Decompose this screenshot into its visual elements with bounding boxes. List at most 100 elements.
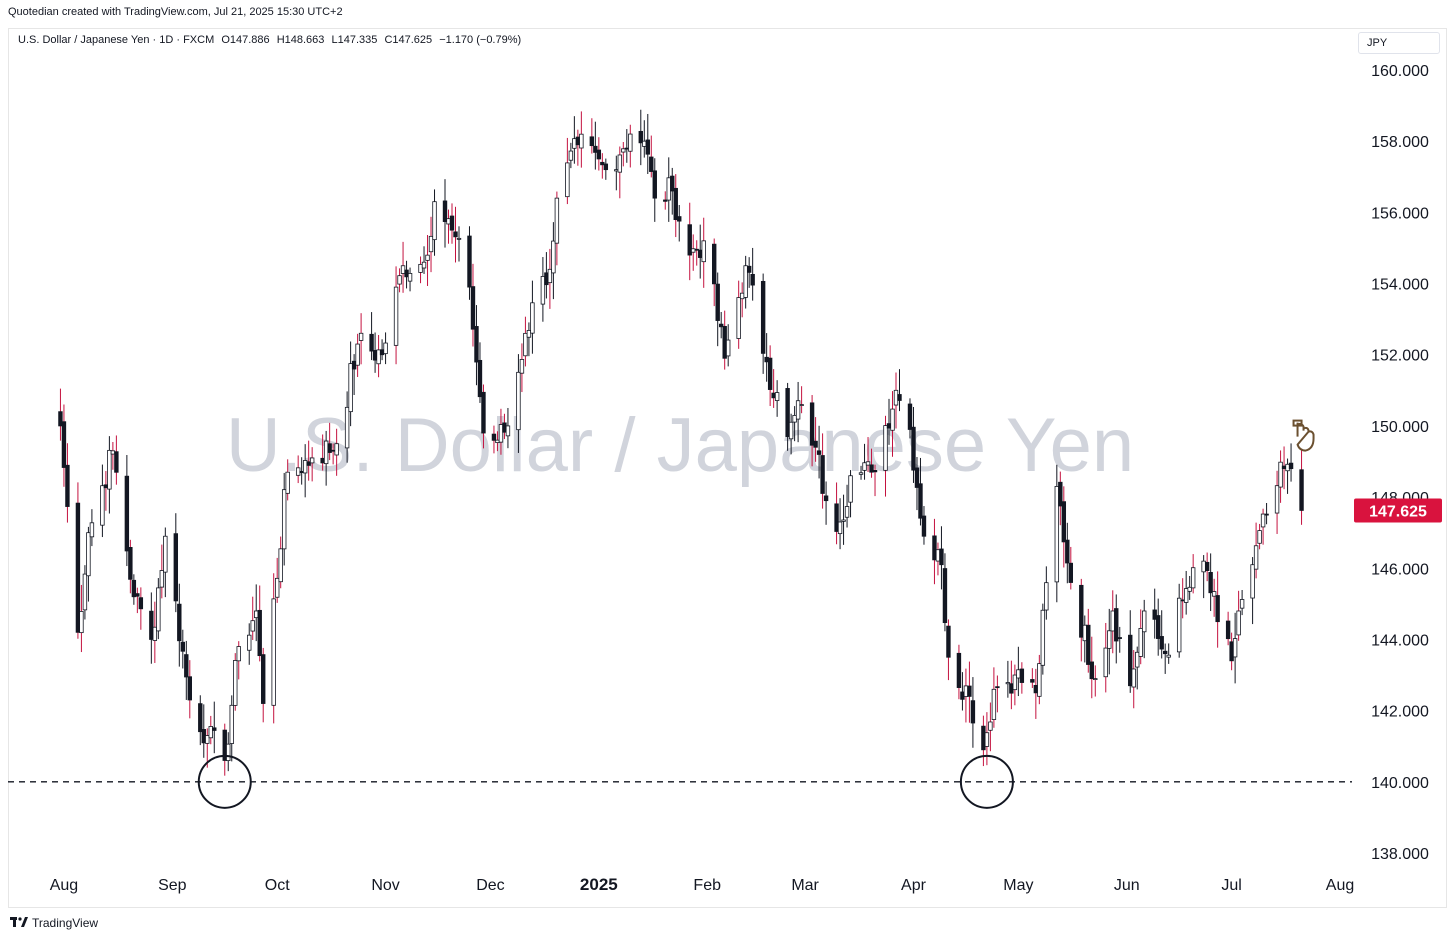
candle-body bbox=[1114, 608, 1119, 642]
candle-body bbox=[813, 440, 818, 448]
low-marker-circle bbox=[197, 754, 252, 809]
candle-body bbox=[212, 727, 217, 731]
price-tick-label: 156.000 bbox=[1371, 205, 1429, 222]
price-axis[interactable]: 160.000 158.000 156.000 154.000 152.000 150.0… bbox=[1354, 63, 1442, 863]
candle-body bbox=[355, 343, 360, 366]
candle-body bbox=[1299, 469, 1304, 511]
candle-body bbox=[320, 457, 325, 464]
price-tick-label: 142.000 bbox=[1371, 704, 1429, 721]
candle-body bbox=[823, 495, 829, 502]
candle-body bbox=[1135, 651, 1140, 668]
price-tick-label: 138.000 bbox=[1371, 846, 1429, 863]
candle-body bbox=[677, 216, 682, 222]
candle-body bbox=[229, 704, 234, 744]
candle-body bbox=[872, 470, 878, 473]
tradingview-brand[interactable]: TradingView bbox=[10, 916, 98, 930]
candle-body bbox=[369, 333, 374, 352]
symbol-name[interactable]: U.S. Dollar / Japanese Yen · 1D · FXCM bbox=[18, 34, 215, 46]
candle-body bbox=[226, 743, 231, 762]
candle-body bbox=[1183, 588, 1189, 603]
low-marker-circle bbox=[959, 754, 1014, 809]
watermark-layer: U.S. Dollar / Japanese Yen bbox=[226, 403, 1134, 488]
candle-body bbox=[519, 359, 525, 374]
candle-body bbox=[530, 302, 535, 334]
candle-body bbox=[743, 265, 748, 298]
price-tick-label: 146.000 bbox=[1371, 561, 1429, 578]
candle-body bbox=[603, 163, 609, 171]
candle-body bbox=[477, 359, 483, 398]
candle-body bbox=[526, 330, 532, 338]
candle-body bbox=[911, 426, 916, 471]
candle-body bbox=[932, 535, 937, 561]
candle-body bbox=[848, 475, 853, 503]
candle-body bbox=[1033, 684, 1039, 694]
price-tick-label: 154.000 bbox=[1371, 277, 1429, 294]
candle-body bbox=[1082, 624, 1087, 642]
candle-body bbox=[1030, 679, 1035, 683]
candle-body bbox=[1208, 571, 1213, 594]
candle-body bbox=[1061, 501, 1067, 543]
candle-body bbox=[124, 475, 130, 552]
candle-body bbox=[984, 732, 990, 747]
candle-body bbox=[1215, 595, 1220, 623]
ohlc-open: O147.886 bbox=[221, 34, 270, 46]
candle-body bbox=[844, 506, 850, 518]
candle-body bbox=[187, 676, 192, 701]
candle-body bbox=[970, 700, 976, 724]
candle-body bbox=[306, 461, 311, 466]
candle-body bbox=[453, 231, 458, 238]
candle-body bbox=[834, 503, 839, 532]
candle-body bbox=[614, 169, 619, 172]
candle-body bbox=[981, 725, 986, 751]
candle-body bbox=[152, 626, 158, 641]
candle-body bbox=[645, 139, 650, 155]
candle-body bbox=[1019, 668, 1025, 683]
currency-label[interactable]: JPY bbox=[1358, 32, 1440, 54]
candle-body bbox=[914, 467, 920, 488]
candle-body bbox=[935, 549, 941, 562]
candle-body bbox=[418, 263, 423, 273]
candle-body bbox=[1253, 545, 1259, 570]
candle-body bbox=[159, 570, 165, 588]
candle-body bbox=[334, 443, 339, 456]
candle-body bbox=[956, 652, 962, 688]
candle-body bbox=[128, 547, 133, 580]
candle-body bbox=[75, 502, 81, 633]
last-price-badge bbox=[1354, 498, 1442, 523]
candle-body bbox=[236, 646, 241, 662]
candle-body bbox=[1257, 530, 1262, 544]
candle-body bbox=[547, 268, 553, 284]
candle-body bbox=[1012, 674, 1018, 691]
candle-body bbox=[491, 433, 497, 441]
candle-body bbox=[575, 136, 581, 146]
time-axis[interactable]: Aug Sep Oct Nov Dec 2025 Feb Mar Apr May Jun Jul Aug bbox=[50, 875, 1355, 894]
candle-body bbox=[100, 485, 105, 526]
candle-body bbox=[820, 455, 825, 494]
candle-body bbox=[89, 522, 95, 538]
candle-body bbox=[897, 394, 902, 401]
candle-body bbox=[1281, 465, 1287, 470]
candle-body bbox=[1058, 481, 1063, 507]
candle-body bbox=[1239, 599, 1245, 609]
candle-body bbox=[523, 332, 528, 357]
symbol-watermark: U.S. Dollar / Japanese Yen bbox=[226, 403, 1134, 488]
candle-body bbox=[163, 535, 168, 573]
candle-body bbox=[691, 248, 696, 253]
candle-body bbox=[760, 280, 766, 354]
candle-body bbox=[61, 421, 67, 468]
last-price-label: 147.625 bbox=[1369, 503, 1427, 520]
candle-body bbox=[816, 450, 822, 455]
candle-body bbox=[173, 533, 179, 602]
candle-body bbox=[991, 688, 997, 720]
candle-body bbox=[1089, 661, 1094, 680]
candle-body bbox=[785, 388, 790, 437]
candle-body bbox=[858, 472, 864, 475]
candle-body bbox=[1068, 562, 1074, 583]
candle-body bbox=[1103, 647, 1108, 678]
candle-body bbox=[65, 464, 70, 507]
candle-body bbox=[1211, 591, 1217, 597]
ohlc-close: C147.625 bbox=[384, 34, 433, 46]
hand-outline bbox=[1296, 422, 1315, 452]
ohlc-low: L147.335 bbox=[331, 34, 378, 46]
